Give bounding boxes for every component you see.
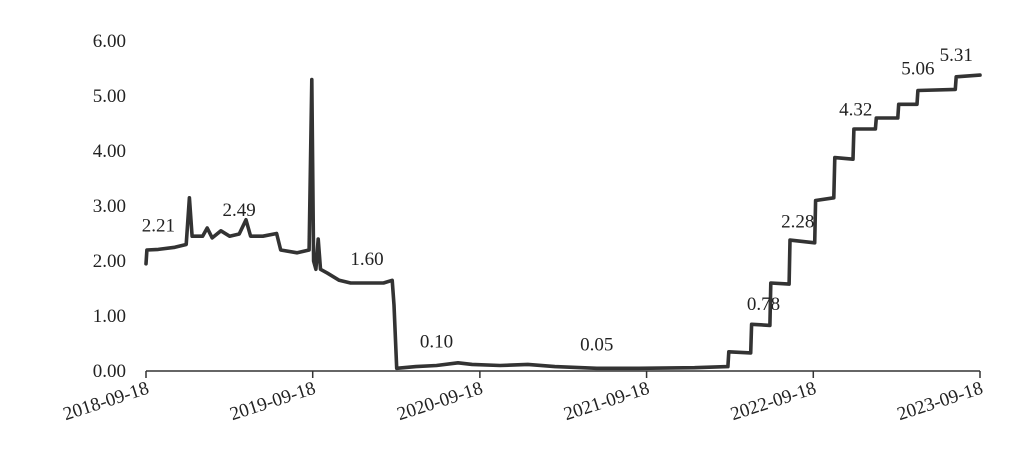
data-label: 2.28 — [781, 212, 814, 233]
x-tick-label: 2022-09-18 — [728, 378, 819, 425]
data-label: 5.06 — [901, 59, 934, 80]
x-axis-ticks: 2018-09-18 2019-09-18 2020-09-18 2021-09-18… — [61, 371, 986, 425]
data-label: 2.49 — [223, 200, 256, 221]
y-tick-label: 0.00 — [93, 361, 126, 382]
y-tick-label: 4.00 — [93, 141, 126, 162]
y-axis-ticks: 0.00 1.00 2.00 3.00 4.00 5.00 6.00 — [93, 31, 126, 382]
y-tick-label: 2.00 — [93, 251, 126, 272]
y-tick-label: 1.00 — [93, 306, 126, 327]
x-tick-label: 2019-09-18 — [227, 378, 318, 425]
data-label: 1.60 — [350, 249, 383, 270]
x-tick-label: 2018-09-18 — [61, 378, 152, 425]
data-label: 0.78 — [747, 294, 780, 315]
data-label: 5.31 — [940, 45, 973, 66]
y-tick-label: 3.00 — [93, 196, 126, 217]
y-tick-label: 6.00 — [93, 31, 126, 52]
data-label: 0.10 — [420, 332, 453, 353]
data-label: 2.21 — [142, 215, 175, 236]
data-labels: 2.21 2.49 1.60 0.10 0.05 0.78 2.28 4.32 5.06 5.31 — [142, 45, 973, 355]
x-tick-label: 2021-09-18 — [561, 378, 652, 425]
y-tick-label: 5.00 — [93, 86, 126, 107]
series-group — [144, 73, 982, 371]
x-tick-label: 2023-09-18 — [895, 378, 986, 425]
series-line — [144, 73, 982, 371]
data-label: 0.05 — [580, 334, 613, 355]
data-label: 4.32 — [839, 99, 872, 120]
x-tick-label: 2020-09-18 — [395, 378, 486, 425]
